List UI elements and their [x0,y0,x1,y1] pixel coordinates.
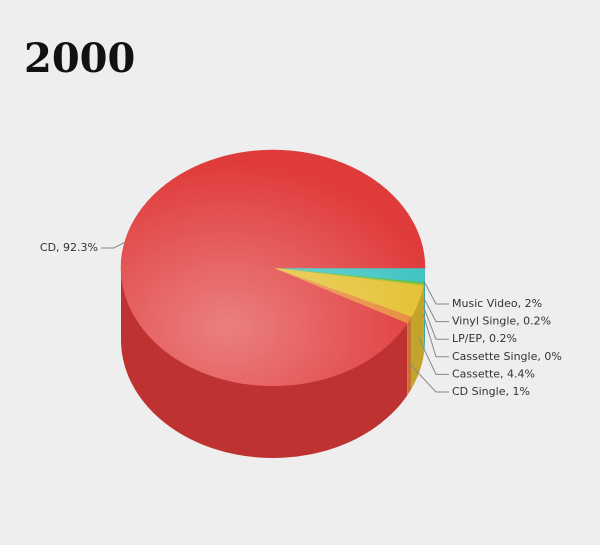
pie-tops [120,149,426,387]
labels: Music Video, 2% Vinyl Single, 0.2% LP/EP, … [40,241,562,398]
data-label: LP/EP, 0.2% [452,332,517,345]
chart-title: 2000 [24,35,135,82]
leader-line [408,363,449,393]
leader-line [423,297,449,323]
data-label: Music Video, 2% [452,297,542,310]
pie-slice-side [121,268,408,458]
data-label: Cassette Single, 0% [452,350,562,363]
data-label: Cassette, 4.4% [452,367,535,380]
leader-line [422,314,449,358]
leader-line [424,282,449,305]
leader-line [418,337,449,375]
pie-slice-side [407,316,412,396]
leader-line [422,306,449,340]
pie-slice [120,149,426,387]
leader-line [101,241,125,249]
data-label: CD Single, 1% [452,385,530,398]
data-label: CD, 92.3% [40,241,98,254]
data-label: Vinyl Single, 0.2% [452,315,551,328]
